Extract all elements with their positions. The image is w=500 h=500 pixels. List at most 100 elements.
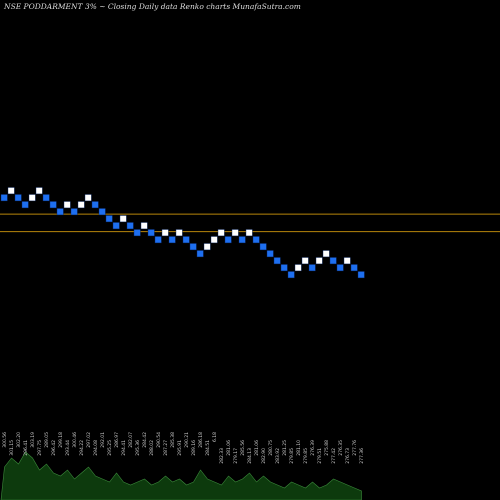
renko-brick-up: [84, 194, 92, 202]
renko-brick-up: [28, 194, 36, 202]
volume-label: 276.35: [338, 440, 344, 456]
renko-brick-down: [182, 236, 190, 244]
volume-label: 285.56: [240, 440, 246, 456]
volume-label: 297.75: [37, 440, 43, 456]
renko-brick-down: [252, 236, 260, 244]
volume-label: 289.05: [44, 432, 50, 448]
volume-label: 276.73: [345, 448, 351, 464]
volume-label: 281.25: [282, 440, 288, 456]
volume-label: 282.33: [219, 448, 225, 464]
volume-label: 295.25: [107, 440, 113, 456]
renko-brick-up: [315, 257, 323, 265]
volume-label: 275.88: [324, 440, 330, 456]
volume-label: 279.85: [289, 448, 295, 464]
volume-label: 296.41: [23, 440, 29, 456]
renko-brick-up: [210, 236, 218, 244]
volume-label: 284.13: [247, 448, 253, 464]
renko-bricks: [0, 187, 365, 279]
renko-brick-down: [259, 243, 267, 251]
volume-label: 277.42: [331, 448, 337, 464]
volume-label: 294.41: [121, 440, 127, 456]
renko-brick-down: [308, 264, 316, 272]
volume-label: 295.91: [177, 440, 183, 456]
renko-brick-down: [98, 208, 106, 216]
renko-brick-up: [63, 201, 71, 209]
volume-label: 6.18: [212, 432, 218, 442]
renko-brick-down: [56, 208, 64, 216]
renko-brick-down: [287, 271, 295, 279]
volume-label: 281.10: [296, 440, 302, 456]
renko-brick-down: [196, 250, 204, 258]
volume-label: 290.21: [184, 432, 190, 448]
renko-brick-down: [336, 264, 344, 272]
volume-label: 279.85: [303, 448, 309, 464]
renko-brick-up: [175, 229, 183, 237]
volume-label: 283.92: [275, 448, 281, 464]
renko-brick-up: [343, 257, 351, 265]
volume-label: 285.38: [170, 432, 176, 448]
renko-brick-down: [273, 257, 281, 265]
volume-label: 284.51: [205, 440, 211, 456]
volume-label: 294.22: [79, 440, 85, 456]
renko-brick-down: [168, 236, 176, 244]
volume-label: 281.06: [226, 440, 232, 456]
volume-label: 297.02: [86, 432, 92, 448]
renko-brick-down: [42, 194, 50, 202]
renko-brick-up: [231, 229, 239, 237]
renko-brick-up: [35, 187, 43, 195]
renko-brick-up: [161, 229, 169, 237]
renko-brick-up: [245, 229, 253, 237]
volume-label: 281.06: [254, 440, 260, 456]
volume-label: 284.42: [142, 432, 148, 448]
volume-label: 294.08: [93, 440, 99, 456]
volume-label: 302.20: [16, 432, 22, 448]
volume-label: 280.75: [268, 440, 274, 456]
renko-brick-up: [77, 201, 85, 209]
volume-label: 282.90: [261, 448, 267, 464]
renko-brick-down: [147, 229, 155, 237]
volume-label: 296.42: [51, 440, 57, 456]
renko-brick-down: [224, 236, 232, 244]
volume-label: 300.56: [2, 432, 8, 448]
volume-label: 277.36: [359, 448, 365, 464]
volume-label: 286.97: [114, 432, 120, 448]
volume-label: 299.18: [58, 432, 64, 448]
volume-label: 286.18: [198, 432, 204, 448]
volume-panel: 300.56301.15302.20296.41303.19297.75289.…: [0, 432, 365, 500]
volume-label: 303.19: [30, 432, 36, 448]
level-lines: [0, 213, 500, 233]
renko-brick-down: [49, 201, 57, 209]
renko-brick-up: [294, 264, 302, 272]
renko-brick-down: [105, 215, 113, 223]
volume-label: 277.76: [352, 440, 358, 456]
volume-label: 293.44: [65, 440, 71, 456]
renko-brick-down: [126, 222, 134, 230]
volume-label: 295.36: [135, 440, 141, 456]
renko-brick-down: [70, 208, 78, 216]
volume-label: 292.01: [100, 432, 106, 448]
renko-brick-down: [280, 264, 288, 272]
volume-label: 300.46: [72, 432, 78, 448]
volume-label: 288.02: [149, 440, 155, 456]
renko-brick-down: [329, 257, 337, 265]
renko-brick-down: [189, 243, 197, 251]
renko-brick-down: [357, 271, 365, 279]
renko-brick-down: [266, 250, 274, 258]
renko-brick-up: [119, 215, 127, 223]
renko-brick-down: [238, 236, 246, 244]
renko-brick-down: [350, 264, 358, 272]
renko-brick-down: [14, 194, 22, 202]
volume-label: 279.51: [317, 448, 323, 464]
renko-brick-down: [133, 229, 141, 237]
renko-brick-up: [301, 257, 309, 265]
renko-brick-down: [154, 236, 162, 244]
renko-brick-up: [7, 187, 15, 195]
volume-label: 301.15: [9, 440, 15, 456]
renko-brick-up: [203, 243, 211, 251]
renko-brick-down: [91, 201, 99, 209]
volume-label: 279.17: [233, 448, 239, 464]
volume-label: 290.54: [156, 432, 162, 448]
renko-brick-up: [140, 222, 148, 230]
volume-label: 282.07: [128, 432, 134, 448]
